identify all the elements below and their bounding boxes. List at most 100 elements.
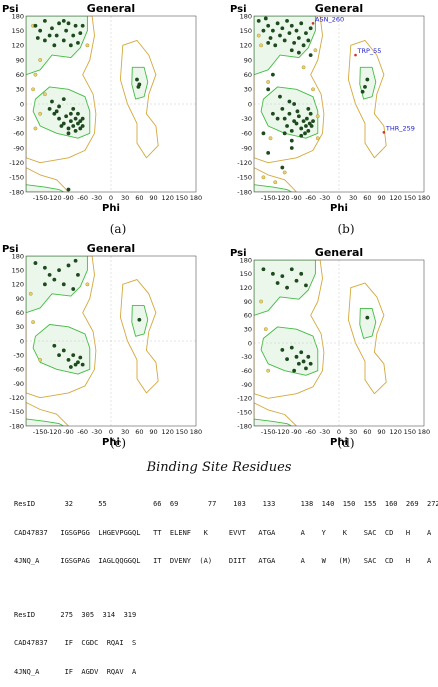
x-tick-label: 90 xyxy=(149,194,157,202)
alignment-row: ResID 275 305 314 319 xyxy=(14,610,137,619)
residue-point xyxy=(282,38,287,43)
y-tick-label: 60 xyxy=(16,71,24,79)
residue-annotation: ASN_260 xyxy=(315,15,344,23)
y-tick-label: -120 xyxy=(9,159,24,167)
residue-point xyxy=(306,106,311,111)
y-tick-label: -60 xyxy=(13,366,24,374)
annotated-residue xyxy=(354,53,357,57)
x-tick-label: 120 xyxy=(389,194,401,202)
x-axis-label: Phi xyxy=(330,437,348,448)
residue-point xyxy=(80,362,85,367)
x-tick-label: -30 xyxy=(92,194,103,202)
residue-point xyxy=(280,274,285,279)
residue-point xyxy=(38,111,43,116)
residue-point xyxy=(308,26,313,31)
residue-point xyxy=(61,121,66,126)
residue-point xyxy=(294,278,299,283)
y-tick-label: -180 xyxy=(9,188,24,196)
residue-point xyxy=(266,40,271,45)
y-tick-label: 90 xyxy=(16,295,24,303)
residue-point xyxy=(263,327,268,332)
residue-point xyxy=(80,23,85,28)
x-tick-label: 150 xyxy=(404,428,416,436)
allowed-region xyxy=(119,279,159,394)
residue-point xyxy=(289,267,294,272)
residue-point xyxy=(259,43,263,48)
residue-point xyxy=(266,23,271,28)
ramachandran-plot-b: ASN_260 TRP_55 THR_259 -150 -120 -90 -60 -30 0 30… xyxy=(228,0,438,240)
y-tick-label: -150 xyxy=(237,408,252,416)
residue-point xyxy=(266,87,271,92)
y-tick-label: 150 xyxy=(240,270,252,278)
residue-point xyxy=(68,111,73,116)
residue-point xyxy=(66,131,71,136)
residue-point xyxy=(85,43,90,48)
y-tick-label: -120 xyxy=(9,394,24,402)
residue-point xyxy=(256,18,261,23)
y-tick-label: -30 xyxy=(241,115,252,123)
x-tick-label: 90 xyxy=(377,194,385,202)
x-tick-label: -60 xyxy=(305,428,316,436)
residue-point xyxy=(306,354,311,359)
x-tick-label: -120 xyxy=(47,428,62,436)
x-tick-label: -150 xyxy=(33,428,48,436)
residue-point xyxy=(289,138,294,143)
y-tick-label: 180 xyxy=(240,12,252,20)
y-tick-label: 150 xyxy=(12,27,24,35)
residue-point xyxy=(294,354,299,359)
residue-point xyxy=(299,350,304,355)
binding-site-alignment: ResID 32 55 66 69 77 103 133 138 140 150… xyxy=(14,481,438,687)
residue-point xyxy=(295,109,300,114)
residue-point xyxy=(275,116,280,121)
residue-point xyxy=(282,116,287,121)
y-tick-label: 120 xyxy=(240,284,252,292)
residue-point xyxy=(71,287,76,291)
residue-point xyxy=(73,128,78,133)
residue-point xyxy=(42,92,47,97)
residue-point xyxy=(57,353,61,358)
residue-point xyxy=(85,282,90,287)
residue-point xyxy=(261,131,266,136)
residue-point xyxy=(285,357,289,362)
x-axis-label: Phi xyxy=(102,437,120,448)
residue-point xyxy=(270,28,275,33)
residue-point xyxy=(47,106,52,111)
residue-point xyxy=(261,267,266,272)
residue-point xyxy=(66,187,71,192)
caption-c: (c) xyxy=(109,436,127,450)
residue-point xyxy=(73,362,78,367)
residue-point xyxy=(266,368,271,373)
residue-point xyxy=(50,99,54,104)
residue-point xyxy=(304,283,308,288)
residue-point xyxy=(266,80,271,84)
ramachandran-plot-c: -150 -120 -90 -60 -30 0 30 60 90 120 150 180 180 150 1… xyxy=(0,240,212,455)
x-tick-label: 30 xyxy=(349,194,357,202)
y-tick-label: 30 xyxy=(16,323,24,331)
residue-point xyxy=(54,33,59,38)
x-axis-label: Phi xyxy=(330,203,348,214)
residue-point xyxy=(76,360,80,365)
residue-point xyxy=(261,175,266,180)
residue-point xyxy=(299,271,304,276)
plot-title: General xyxy=(315,2,363,15)
residue-point xyxy=(289,345,294,350)
y-tick-label: 90 xyxy=(16,56,24,64)
residue-point xyxy=(71,33,76,38)
residue-point xyxy=(301,43,306,48)
residue-point xyxy=(296,114,301,119)
residue-point xyxy=(296,50,301,55)
x-tick-label: -90 xyxy=(63,194,74,202)
x-tick-label: 0 xyxy=(109,428,113,436)
x-tick-label: 0 xyxy=(337,428,341,436)
residue-point xyxy=(76,40,80,45)
residue-point xyxy=(64,28,69,33)
ramachandran-plot-d: -150 -120 -90 -60 -30 0 30 60 90 120 150 180 180 150 1… xyxy=(228,244,438,459)
residue-point xyxy=(306,38,311,43)
y-tick-label: -30 xyxy=(241,353,252,361)
plot-frame xyxy=(253,259,425,427)
x-tick-label: 0 xyxy=(109,194,113,202)
x-axis-label: Phi xyxy=(102,203,120,214)
y-tick-label: -180 xyxy=(237,188,252,196)
residue-point xyxy=(301,119,306,124)
